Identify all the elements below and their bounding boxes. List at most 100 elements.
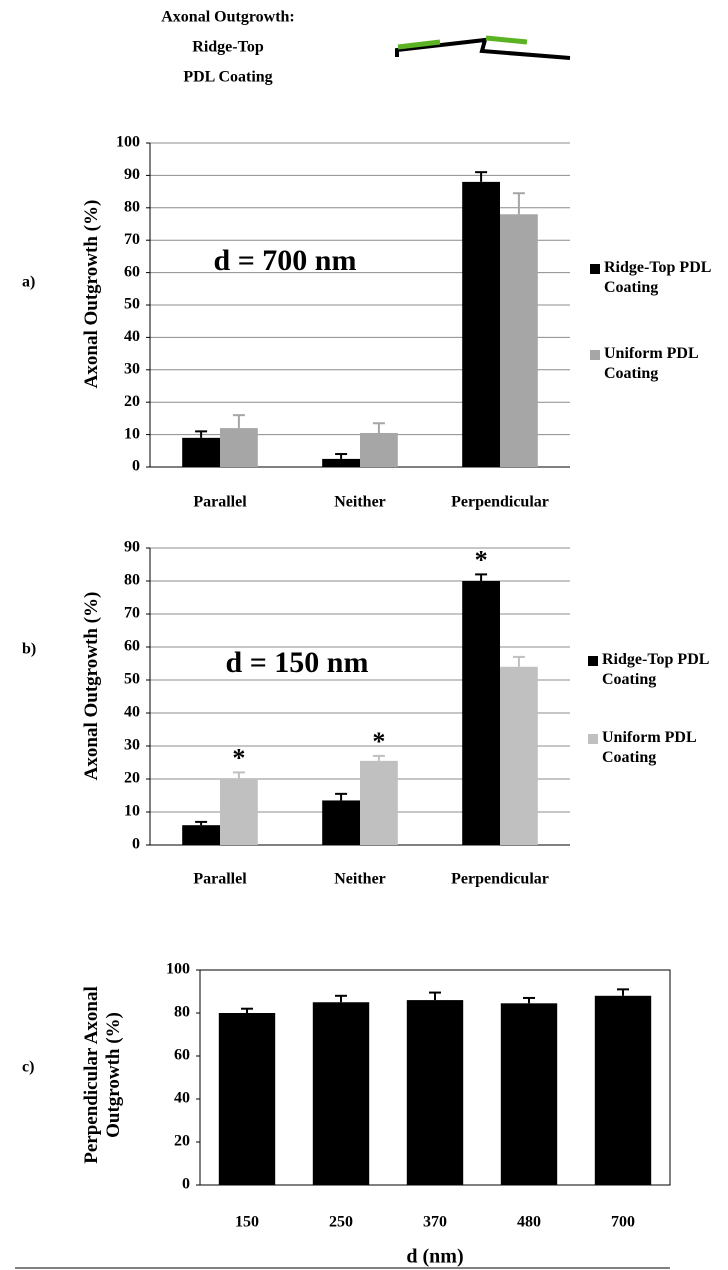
annotation: d = 150 nm (226, 646, 369, 679)
legend-text: Ridge-Top PDL Coating (602, 651, 709, 688)
x-tick-label: 150 (235, 1214, 259, 1231)
bar (220, 779, 258, 845)
x-tick-label: 480 (517, 1214, 541, 1231)
legend-swatch (590, 264, 600, 274)
legend-text: Uniform PDL Coating (604, 345, 698, 382)
bar (462, 181, 500, 467)
x-tick-label: Parallel (193, 871, 247, 888)
error-bar (372, 754, 385, 761)
title-line: Ridge-Top (192, 39, 264, 56)
error-bar (523, 996, 535, 1004)
panel-label: a) (22, 274, 35, 291)
y-tick-label: 40 (174, 1090, 190, 1107)
bar (500, 1003, 558, 1185)
bar (462, 581, 500, 845)
y-tick-label: 10 (124, 803, 140, 820)
y-tick-label: 20 (124, 393, 140, 410)
y-tick-label: 80 (124, 572, 140, 589)
y-tick-label: 100 (166, 961, 190, 978)
x-tick-label: Parallel (193, 494, 247, 511)
error-bar (195, 820, 208, 826)
legend-swatch (588, 656, 598, 666)
error-bar (195, 430, 208, 438)
bar (500, 214, 538, 467)
legend-entry: Ridge-Top PDL Coating (588, 650, 722, 690)
y-tick-label: 70 (124, 231, 140, 248)
significance-marker: * (475, 545, 488, 574)
y-tick-label: 20 (174, 1133, 190, 1150)
y-axis-label: Axonal Outgrowth (%) (81, 199, 102, 389)
y-tick-label: 70 (124, 605, 140, 622)
y-tick-label: 40 (124, 704, 140, 721)
y-tick-label: 80 (174, 1004, 190, 1021)
bar (312, 1002, 370, 1185)
panel-label: c) (22, 1059, 34, 1076)
error-bar (232, 771, 245, 779)
significance-marker: * (232, 743, 245, 772)
panel-label: b) (22, 641, 36, 658)
x-tick-label: Neither (334, 871, 386, 888)
x-tick-label: 700 (611, 1214, 635, 1231)
x-tick-label: Neither (334, 494, 386, 511)
y-tick-label: 20 (124, 770, 140, 787)
bar (322, 800, 360, 845)
y-axis-label: Axonal Outgrowth (%) (81, 591, 102, 781)
bar (182, 825, 220, 845)
bar (322, 458, 360, 467)
bar (594, 995, 652, 1185)
y-tick-label: 60 (124, 638, 140, 655)
y-tick-label: 50 (124, 671, 140, 688)
error-bar (232, 414, 245, 429)
error-bar (512, 192, 525, 215)
y-axis-label: Perpendicular Axonal Outgrowth (%) (81, 986, 124, 1164)
y-tick-label: 90 (124, 539, 140, 556)
y-tick-label: 10 (124, 425, 140, 442)
error-bar (512, 655, 525, 667)
legend-swatch (590, 350, 600, 360)
significance-marker: * (372, 727, 385, 756)
bar (406, 1000, 464, 1185)
ridge-icon (395, 35, 571, 60)
y-tick-label: 0 (182, 1176, 190, 1193)
title-line: Axonal Outgrowth: (161, 9, 295, 26)
y-tick-label: 90 (124, 166, 140, 183)
y-tick-label: 60 (174, 1047, 190, 1064)
error-bar (241, 1007, 253, 1013)
x-tick-label: 250 (329, 1214, 353, 1231)
y-tick-label: 0 (132, 458, 140, 475)
bar (500, 666, 538, 845)
error-bar (475, 573, 488, 581)
x-axis-label: d (nm) (406, 1246, 463, 1268)
bar (218, 1013, 276, 1185)
error-bar (335, 453, 348, 459)
y-tick-label: 0 (132, 836, 140, 853)
legend-text: Ridge-Top PDL Coating (604, 259, 711, 296)
error-bar (429, 991, 441, 1001)
bar (360, 432, 398, 467)
y-tick-label: 80 (124, 198, 140, 215)
bar (182, 437, 220, 467)
bar (220, 428, 258, 467)
error-bar (617, 988, 629, 996)
x-tick-label: Perpendicular (451, 494, 549, 511)
y-tick-label: 40 (124, 328, 140, 345)
error-bar (335, 792, 348, 801)
y-tick-label: 100 (116, 134, 140, 151)
title-line: PDL Coating (183, 69, 272, 86)
error-bar (335, 994, 347, 1003)
error-bar (475, 171, 488, 182)
y-tick-label: 60 (124, 263, 140, 280)
y-tick-label: 30 (124, 737, 140, 754)
legend-entry: Uniform PDL Coating (588, 728, 722, 768)
error-bar (372, 422, 385, 433)
legend-entry: Ridge-Top PDL Coating (590, 258, 724, 298)
bar (360, 760, 398, 845)
legend-swatch (588, 734, 598, 744)
x-tick-label: 370 (423, 1214, 447, 1231)
y-tick-label: 50 (124, 296, 140, 313)
x-tick-label: Perpendicular (451, 871, 549, 888)
annotation: d = 700 nm (214, 244, 357, 277)
legend-text: Uniform PDL Coating (602, 729, 696, 766)
